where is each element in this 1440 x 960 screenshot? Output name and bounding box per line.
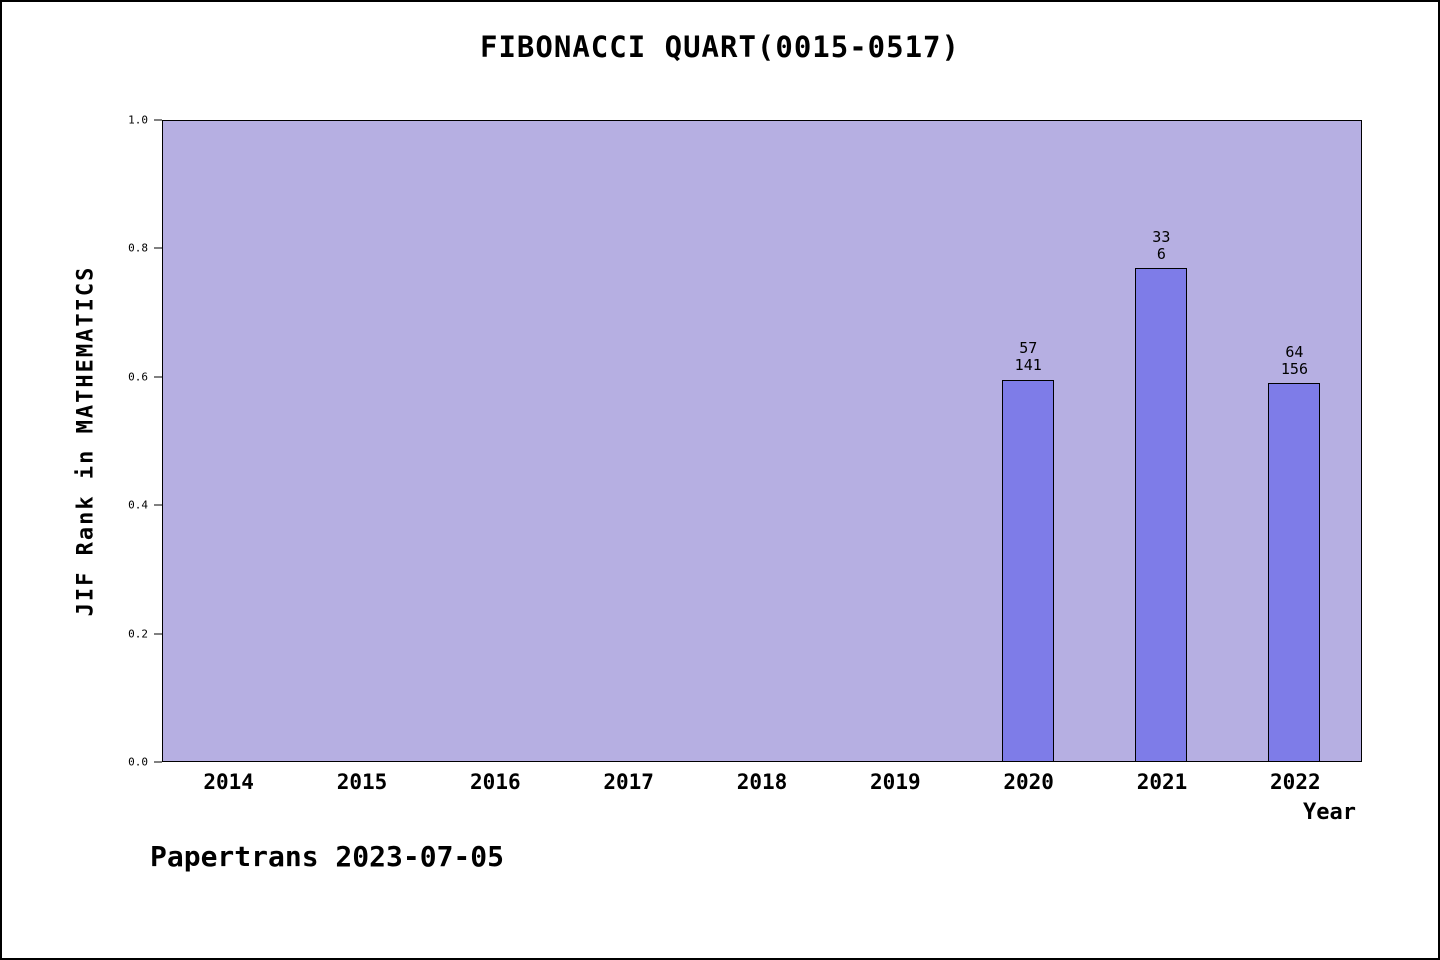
bar-2020 — [1002, 379, 1055, 761]
chart-area: 57 141 33 6 64 156 0.0 0.2 0.4 0.6 0.8 1.0 2014 201… — [128, 114, 1362, 794]
bar-value-label-2020: 57 141 — [1014, 339, 1042, 375]
x-tick-label-2015: 2015 — [336, 770, 388, 794]
bar-label-total: 156 — [1280, 360, 1308, 379]
y-tick-mark — [154, 633, 162, 635]
plot-area: 57 141 33 6 64 156 — [162, 120, 1362, 762]
bar-label-total: 6 — [1156, 244, 1166, 263]
footer-watermark: Papertrans 2023-07-05 — [150, 840, 505, 873]
bar-label-total: 141 — [1014, 356, 1042, 375]
x-tick-label-2016: 2016 — [470, 770, 521, 794]
y-tick-label: 1.0 — [128, 113, 148, 127]
bar-label-rank: 57 — [1019, 339, 1038, 358]
bar-label-rank: 33 — [1152, 227, 1171, 246]
y-tick-mark — [154, 247, 162, 249]
chart-title: FIBONACCI QUART(0015-0517) — [480, 30, 960, 64]
y-axis-title: JIF Rank in MATHEMATICS — [73, 265, 99, 617]
y-tick-label: 0.2 — [128, 627, 148, 641]
y-tick-label: 0.4 — [128, 498, 148, 512]
x-tick-label-2019: 2019 — [870, 770, 921, 794]
y-tick-mark — [154, 119, 162, 121]
bar-value-label-2021: 33 6 — [1152, 227, 1171, 264]
y-tick-label: 0.8 — [128, 241, 148, 255]
x-axis-title: Year — [1303, 800, 1356, 825]
x-tick-label-2020: 2020 — [1003, 770, 1054, 794]
y-tick-mark — [154, 761, 162, 763]
x-tick-label-2018: 2018 — [736, 770, 788, 794]
x-tick-label-2017: 2017 — [603, 770, 654, 794]
bar-value-label-2022: 64 156 — [1280, 342, 1308, 379]
y-tick-mark — [154, 504, 162, 506]
y-tick-label: 0.0 — [128, 755, 148, 769]
bar-label-rank: 64 — [1285, 342, 1304, 361]
x-axis-labels: 2014 2015 2016 2017 2018 2019 2020 2021 2022 — [162, 770, 1362, 800]
bar-2022 — [1268, 383, 1321, 761]
x-tick-label-2021: 2021 — [1136, 770, 1188, 794]
y-tick-mark — [154, 376, 162, 378]
y-tick-label: 0.6 — [128, 370, 148, 384]
x-tick-label-2014: 2014 — [203, 770, 254, 794]
x-tick-label-2022: 2022 — [1270, 770, 1321, 794]
bar-2021 — [1135, 268, 1188, 761]
